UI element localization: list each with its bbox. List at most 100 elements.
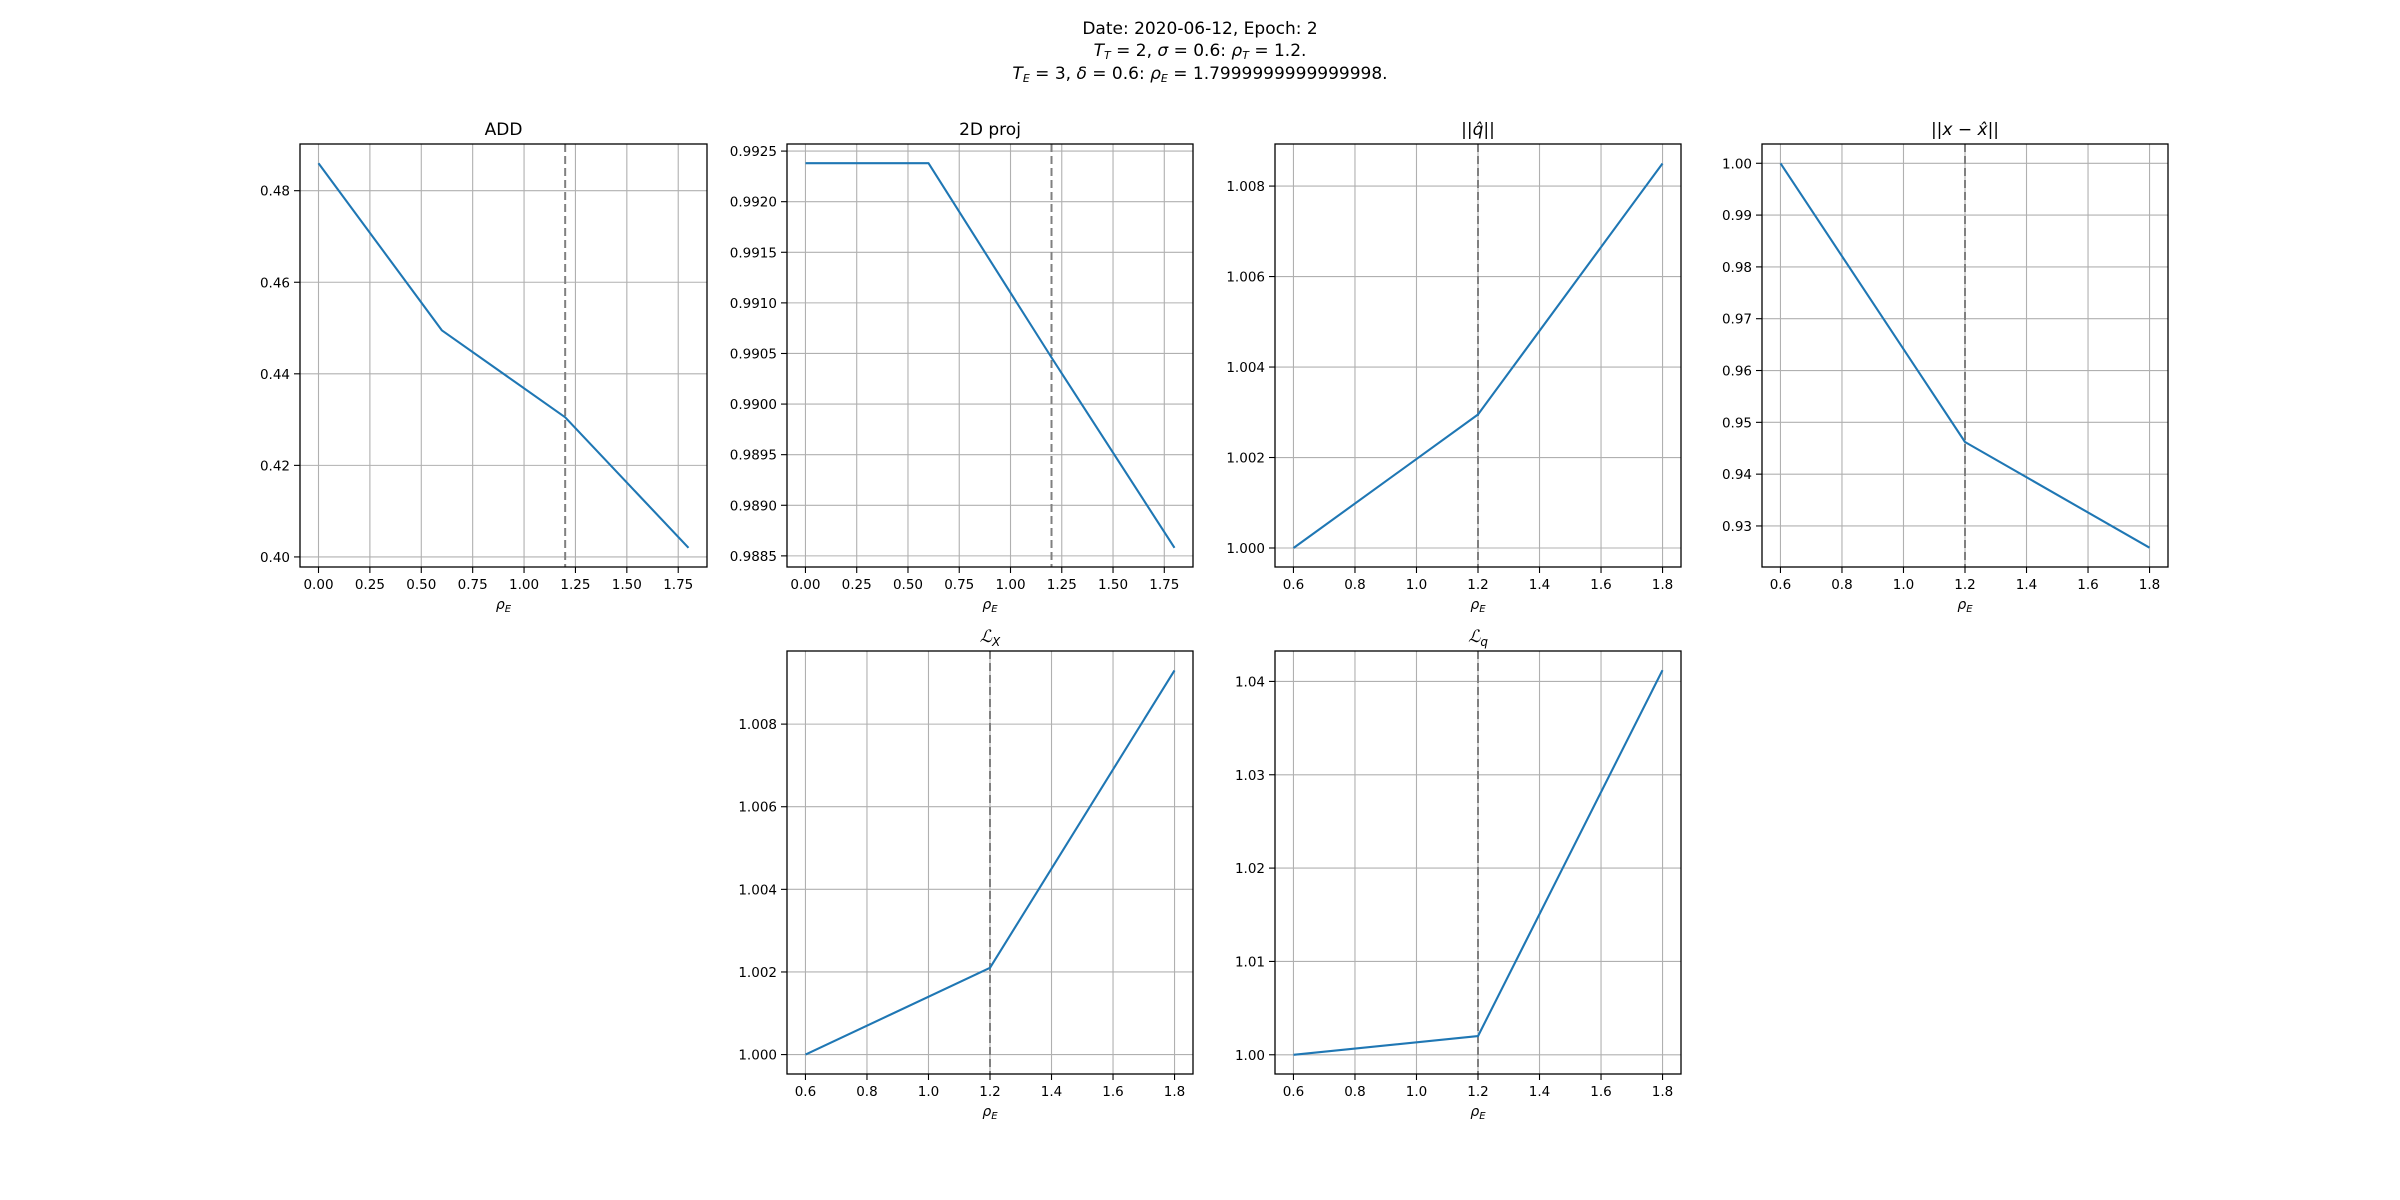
y-tick-label: 0.9910 bbox=[730, 296, 777, 312]
suptitle-line-1: Date: 2020-06-12, Epoch: 2 bbox=[1082, 19, 1318, 39]
subplot-title: ||x − x̂|| bbox=[1931, 120, 1999, 140]
y-tick-label: 1.006 bbox=[1226, 270, 1265, 286]
tt-symbol: T bbox=[1093, 41, 1104, 61]
x-tick-label: 0.6 bbox=[1283, 577, 1304, 593]
x-tick-label: 1.6 bbox=[2077, 577, 2098, 593]
subplot-title: ℒX bbox=[980, 627, 1001, 649]
y-tick-label: 0.44 bbox=[260, 367, 290, 383]
x-tick-label: 1.75 bbox=[1149, 577, 1179, 593]
x-tick-label: 0.50 bbox=[893, 577, 923, 593]
x-tick-label: 0.25 bbox=[842, 577, 872, 593]
x-tick-label: 0.8 bbox=[1344, 577, 1365, 593]
y-tick-label: 0.9885 bbox=[730, 549, 777, 565]
subplot-title: ℒq bbox=[1468, 627, 1488, 649]
x-tick-label: 1.75 bbox=[663, 577, 693, 593]
y-tick-label: 1.002 bbox=[738, 965, 777, 981]
x-axis-label: ρE bbox=[982, 597, 998, 615]
sigma-value: = 0.6: bbox=[1168, 41, 1232, 61]
y-tick-label: 0.98 bbox=[1722, 260, 1752, 276]
y-tick-label: 1.03 bbox=[1235, 768, 1265, 784]
y-tick-label: 1.000 bbox=[1226, 541, 1265, 557]
tt-subscript: T bbox=[1103, 49, 1111, 62]
rho-t-symbol: ρ bbox=[1231, 41, 1243, 61]
y-tick-label: 0.9905 bbox=[730, 346, 777, 362]
x-tick-label: 0.6 bbox=[1770, 577, 1791, 593]
y-tick-label: 0.95 bbox=[1722, 415, 1752, 431]
sigma-symbol: σ bbox=[1157, 41, 1169, 61]
y-tick-label: 0.94 bbox=[1722, 467, 1752, 483]
tt-value: = 2, bbox=[1110, 41, 1158, 61]
x-tick-label: 1.0 bbox=[1406, 1084, 1427, 1100]
x-tick-label: 1.00 bbox=[995, 577, 1025, 593]
x-axis-label: ρE bbox=[1470, 1104, 1486, 1122]
subplot-5: 0.6 0.8 1.0 1.2 1.4 1.6 1.8 1.000 1.002 1.004 1.00… bbox=[738, 627, 1194, 1122]
y-tick-label: 0.40 bbox=[260, 550, 290, 566]
x-tick-label: 0.00 bbox=[790, 577, 820, 593]
suptitle-line-3: TE = 3, δ = 0.6: ρE = 1.7999999999999998… bbox=[0, 63, 2400, 90]
te-value: = 3, bbox=[1029, 64, 1077, 84]
suptitle-line-2: TT = 2, σ = 0.6: ρT = 1.2. bbox=[0, 40, 2400, 67]
x-tick-label: 1.2 bbox=[1467, 1084, 1488, 1100]
subplot-4: 0.6 0.8 1.0 1.2 1.4 1.6 1.8 0.93 0.94 0.95 0.96 0.9… bbox=[1722, 120, 2169, 615]
rho-t-subscript: T bbox=[1242, 49, 1249, 62]
series-line bbox=[1779, 162, 2151, 549]
x-tick-label: 1.4 bbox=[1529, 577, 1550, 593]
series-line bbox=[1292, 162, 1664, 549]
series-line bbox=[805, 669, 1176, 1056]
x-tick-label: 1.00 bbox=[509, 577, 539, 593]
x-axis-label: ρE bbox=[982, 1104, 998, 1122]
axes-frame bbox=[786, 650, 1194, 1075]
x-tick-label: 1.0 bbox=[1406, 577, 1427, 593]
te-subscript: E bbox=[1022, 72, 1030, 85]
axes-frame bbox=[1274, 650, 1682, 1075]
axes-frame bbox=[786, 143, 1194, 568]
x-axis-label: ρE bbox=[496, 597, 512, 615]
x-tick-label: 1.4 bbox=[2016, 577, 2037, 593]
x-axis-label: ρE bbox=[1957, 597, 1973, 615]
subplot-3: 0.6 0.8 1.0 1.2 1.4 1.6 1.8 1.000 1.002 1.004 1.00… bbox=[1226, 120, 1682, 615]
x-tick-label: 0.00 bbox=[303, 577, 333, 593]
y-tick-label: 1.00 bbox=[1722, 156, 1752, 172]
x-tick-label: 0.75 bbox=[458, 577, 488, 593]
x-tick-label: 1.4 bbox=[1041, 1084, 1062, 1100]
y-tick-label: 0.9890 bbox=[730, 498, 777, 514]
x-tick-label: 0.8 bbox=[856, 1084, 877, 1100]
axes-frame bbox=[1274, 143, 1682, 568]
y-tick-label: 1.04 bbox=[1235, 674, 1265, 690]
y-tick-label: 0.9925 bbox=[730, 144, 777, 160]
subplot-title: ||q̂|| bbox=[1461, 120, 1495, 140]
x-tick-label: 1.50 bbox=[612, 577, 642, 593]
x-tick-label: 1.8 bbox=[2139, 577, 2160, 593]
x-tick-label: 0.75 bbox=[944, 577, 974, 593]
x-tick-label: 1.8 bbox=[1652, 1084, 1673, 1100]
axes-frame bbox=[1761, 143, 2169, 568]
series-line bbox=[805, 162, 1176, 549]
rho-e-subscript: E bbox=[1160, 72, 1168, 85]
y-tick-label: 1.000 bbox=[738, 1048, 777, 1064]
x-tick-label: 0.25 bbox=[355, 577, 385, 593]
y-tick-label: 1.02 bbox=[1235, 861, 1265, 877]
y-tick-label: 0.93 bbox=[1722, 519, 1752, 535]
y-tick-label: 1.01 bbox=[1235, 954, 1265, 970]
x-tick-label: 1.8 bbox=[1652, 577, 1673, 593]
y-tick-label: 1.006 bbox=[738, 800, 777, 816]
rho-e-value: = 1.7999999999999998. bbox=[1167, 64, 1388, 84]
y-tick-label: 0.9920 bbox=[730, 195, 777, 211]
x-axis-label: ρE bbox=[1470, 597, 1486, 615]
x-tick-label: 1.4 bbox=[1529, 1084, 1550, 1100]
x-tick-label: 1.6 bbox=[1590, 1084, 1611, 1100]
x-tick-label: 1.0 bbox=[1893, 577, 1914, 593]
x-tick-label: 1.25 bbox=[1047, 577, 1077, 593]
y-tick-label: 0.42 bbox=[260, 458, 290, 474]
delta-symbol: δ bbox=[1076, 64, 1087, 84]
te-symbol: T bbox=[1012, 64, 1023, 84]
series-line bbox=[1293, 669, 1664, 1056]
y-tick-label: 1.002 bbox=[1226, 451, 1265, 467]
y-tick-label: 0.97 bbox=[1722, 312, 1752, 328]
y-tick-label: 1.004 bbox=[738, 882, 777, 898]
y-tick-label: 0.46 bbox=[260, 275, 290, 291]
x-tick-label: 0.8 bbox=[1831, 577, 1852, 593]
subplot-2: 0.00 0.25 0.50 0.75 1.00 1.25 1.50 1.75 0.9885 0.… bbox=[730, 120, 1194, 615]
